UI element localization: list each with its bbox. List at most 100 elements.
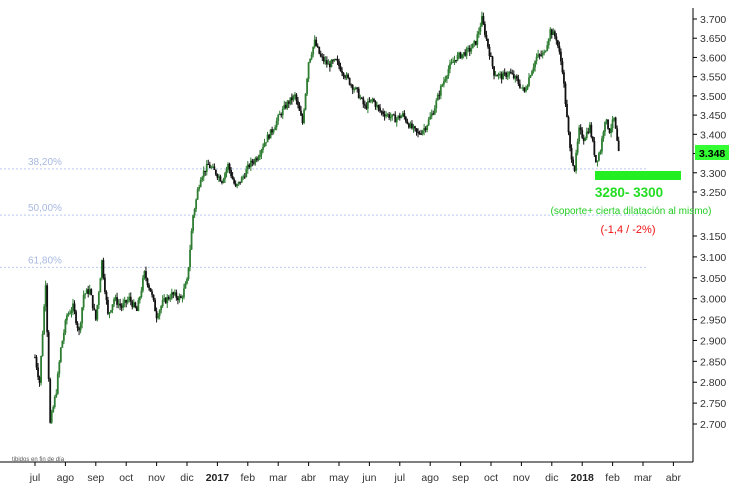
candle-body (532, 67, 535, 72)
candle-body (254, 158, 257, 163)
candle-body (313, 39, 316, 47)
candle-body (321, 56, 324, 58)
candle-body (438, 94, 441, 96)
candle-body (76, 323, 79, 328)
candle-body (34, 357, 36, 359)
candle-body (560, 51, 562, 62)
candle-body (415, 128, 418, 132)
y-tick-label: 3.700 (700, 14, 726, 26)
candle-body (462, 52, 465, 55)
candle-body (474, 40, 477, 45)
candle-body (274, 127, 277, 131)
candle-body (506, 75, 509, 77)
candle-body (208, 164, 211, 168)
x-tick-label: dic (180, 472, 193, 484)
candle-body (310, 54, 313, 59)
candle-body (447, 69, 450, 77)
candle-body (192, 215, 194, 231)
candle-body (370, 99, 372, 102)
candle-body (278, 113, 281, 116)
x-tick-label: mar (634, 472, 653, 484)
candle-body (170, 292, 173, 299)
candle-body (517, 78, 520, 84)
candle-body (117, 303, 120, 305)
x-tick-label: mar (269, 472, 288, 484)
x-tick-label: ago (57, 472, 75, 484)
candle-body (237, 181, 240, 185)
candle-body (588, 124, 591, 133)
candle-body (500, 73, 503, 80)
candle-body (493, 66, 495, 76)
candle-body (105, 291, 108, 301)
x-tick-label: ago (421, 472, 439, 484)
candle-body (386, 114, 389, 116)
candle-body (303, 109, 305, 124)
candle-body (338, 61, 340, 67)
candle-body (388, 114, 391, 119)
candle-body (547, 39, 550, 46)
candle-body (430, 113, 433, 117)
candle-body (283, 104, 286, 109)
candle-body (354, 87, 357, 90)
candle-body (275, 120, 278, 128)
candle-body (151, 291, 153, 295)
candle-body (140, 290, 143, 297)
candle-body (389, 116, 392, 119)
candle-body (228, 163, 231, 170)
candle-body (198, 186, 201, 190)
candle-body (496, 75, 498, 77)
candle-body (35, 357, 38, 368)
candle-body (452, 61, 454, 63)
candle-body (236, 184, 239, 187)
candle-body (365, 105, 368, 109)
candle-body (484, 24, 486, 35)
candle-body (616, 128, 619, 141)
candle-body (294, 94, 296, 96)
candle-body (585, 131, 588, 138)
candle-body (59, 347, 62, 362)
candle-body (468, 47, 471, 52)
candle-body (491, 56, 494, 67)
candle-body (53, 396, 56, 407)
y-tick-label: 2.700 (700, 419, 726, 431)
candle-body (360, 97, 363, 99)
candle-body (421, 130, 424, 135)
y-tick-label: 3.050 (700, 273, 726, 285)
candle-body (470, 48, 473, 52)
candle-body (576, 141, 579, 153)
candle-body (350, 84, 353, 86)
candle-body (509, 71, 512, 74)
candle-body (202, 170, 205, 178)
candle-body (383, 114, 386, 117)
candle-body (561, 61, 564, 73)
y-tick-label: 3.150 (700, 231, 726, 243)
candle-body (189, 249, 191, 268)
candle-body (607, 119, 609, 129)
support-note-label: (soporte+ cierta dilatación al mismo) (551, 206, 712, 217)
candle-body (187, 267, 190, 280)
candle-body (465, 48, 468, 56)
candle-body (572, 159, 574, 166)
candle-body (145, 271, 147, 279)
candle-body (427, 119, 430, 126)
candle-body (477, 31, 480, 35)
candle-body (157, 315, 160, 319)
candle-body (570, 148, 573, 160)
x-tick-label: oct (484, 472, 498, 484)
candle-body (480, 16, 483, 27)
candle-body (502, 72, 505, 80)
candle-body (41, 334, 44, 356)
candle-body (322, 56, 325, 62)
candle-body (420, 133, 422, 135)
candle-body (356, 87, 359, 89)
candle-body (558, 46, 561, 52)
candle-body (122, 303, 125, 308)
candle-body (590, 124, 593, 137)
candle-body (193, 209, 196, 216)
candle-body (268, 134, 270, 139)
fib-level-label: 38,20% (28, 157, 62, 168)
candle-body (108, 312, 111, 314)
candle-body (210, 167, 213, 169)
source-note: tibidos en fin de día (12, 457, 65, 463)
candle-body (163, 298, 166, 300)
